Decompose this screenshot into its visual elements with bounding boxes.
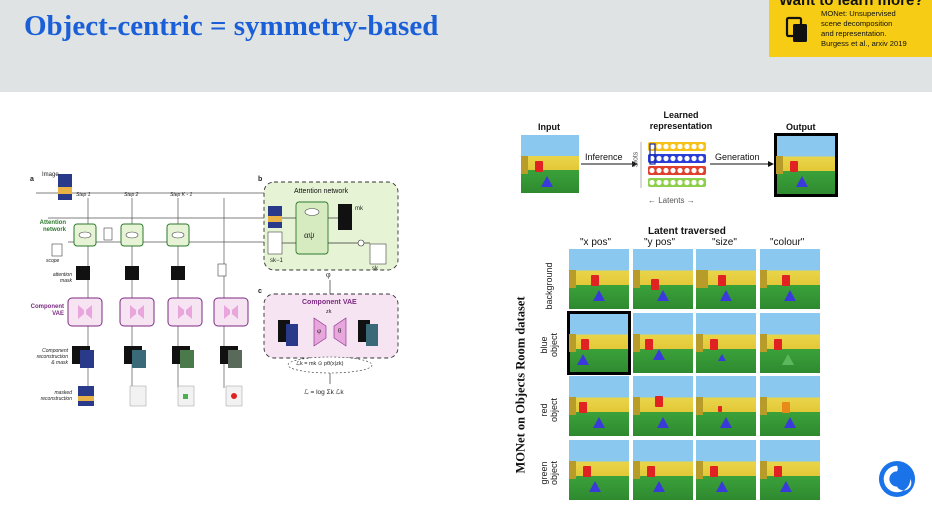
col-header-colour: "colour"	[770, 237, 805, 248]
output-label: Output	[786, 122, 816, 132]
grid-cell	[760, 249, 820, 309]
grid-cell	[696, 249, 756, 309]
col-header-x-pos: "x pos"	[580, 237, 612, 248]
grid-cell	[696, 376, 756, 436]
inference-label: Inference	[585, 152, 623, 162]
scope-prev-label: sk−1	[270, 258, 283, 264]
attention-network-title: Attention network	[294, 188, 349, 195]
z-latent-label: zk	[326, 309, 332, 315]
callout-heading: Want to learn more?	[779, 0, 924, 9]
grid-cell	[760, 376, 820, 436]
panel-a-label: a	[30, 176, 34, 183]
col-header-size: "size"	[712, 237, 737, 248]
learned-representation-figure: Input Learned representation Output Infe…	[518, 108, 842, 210]
latents-label: ← Latents →	[648, 196, 695, 205]
learn-more-callout[interactable]: Want to learn more? MONet: Unsupervised …	[769, 0, 932, 57]
scope-next-label: sk	[372, 266, 378, 272]
masked-reconstruction-label: masked reconstruction	[40, 390, 72, 402]
grid-cell	[760, 313, 820, 373]
grid-cell	[760, 440, 820, 500]
total-loss-equation: ℒ = log Σk ℒk	[304, 389, 344, 396]
side-title: MONet on Objects Room dataset	[513, 296, 528, 474]
copy-documents-icon	[785, 16, 807, 42]
phi-top-label: φ	[326, 270, 331, 279]
panel-c-label: c	[258, 288, 262, 295]
grid-cell	[633, 313, 693, 373]
panel-b-label: b	[258, 176, 263, 183]
phi-label: φ	[317, 327, 322, 335]
grid-cell	[569, 249, 629, 309]
grid-cell	[633, 376, 693, 436]
slots-label: Slots	[632, 151, 640, 168]
input-label: Input	[538, 122, 560, 132]
row-label-red-object: red object	[539, 397, 559, 423]
row-label-background: background	[544, 262, 554, 310]
callout-reference: MONet: Unsupervised scene decomposition …	[821, 9, 907, 48]
slot-latents-diagram	[581, 142, 774, 188]
architecture-diagram	[36, 174, 399, 407]
latent-traversed-header: Latent traversed	[648, 226, 726, 237]
monet-architecture-figure: a Image Step 1 Step 2 Step K - 1 Attenti…	[28, 168, 406, 428]
component-reconstruction-label: Component reconstruction & mask	[36, 348, 68, 366]
grid-cell	[696, 440, 756, 500]
scope-label: scope	[46, 258, 60, 264]
attention-mask-label: attention mask	[52, 272, 72, 284]
component-vae-label: Component VAE	[30, 304, 64, 317]
input-image	[521, 135, 579, 193]
lk-equation: ℒk = mk ⊙ pθ(x|zk)	[296, 361, 344, 367]
grid-cell-highlighted	[567, 311, 631, 375]
slot-rows	[648, 142, 706, 187]
generation-label: Generation	[715, 152, 760, 162]
grid-cell	[633, 249, 693, 309]
component-vae-title: Component VAE	[302, 299, 357, 306]
image-label: Image	[42, 172, 59, 178]
alpha-psi-label: αψ	[304, 230, 315, 240]
row-label-blue-object: blue object	[539, 332, 559, 358]
grid-cell	[569, 440, 629, 500]
col-header-y-pos: "y pos"	[644, 237, 676, 248]
step-1-label: Step 1	[76, 192, 91, 198]
attention-network-label: Attention network	[39, 220, 66, 233]
side-title-container: MONet on Objects Room dataset	[509, 270, 533, 500]
theta-label: θ	[338, 327, 342, 335]
row-label-green-object: green object	[539, 460, 559, 486]
learned-representation-label: Learned representation	[649, 110, 713, 131]
grid-cell	[569, 376, 629, 436]
output-image	[774, 133, 838, 197]
deepmind-logo-icon	[878, 460, 916, 498]
step-k-label: Step K - 1	[170, 192, 193, 198]
step-2-label: Step 2	[124, 192, 139, 198]
mask-mk-label: mk	[355, 206, 363, 212]
grid-cell	[633, 440, 693, 500]
slide-title: Object-centric = symmetry-based	[24, 10, 439, 42]
grid-cell	[696, 313, 756, 373]
